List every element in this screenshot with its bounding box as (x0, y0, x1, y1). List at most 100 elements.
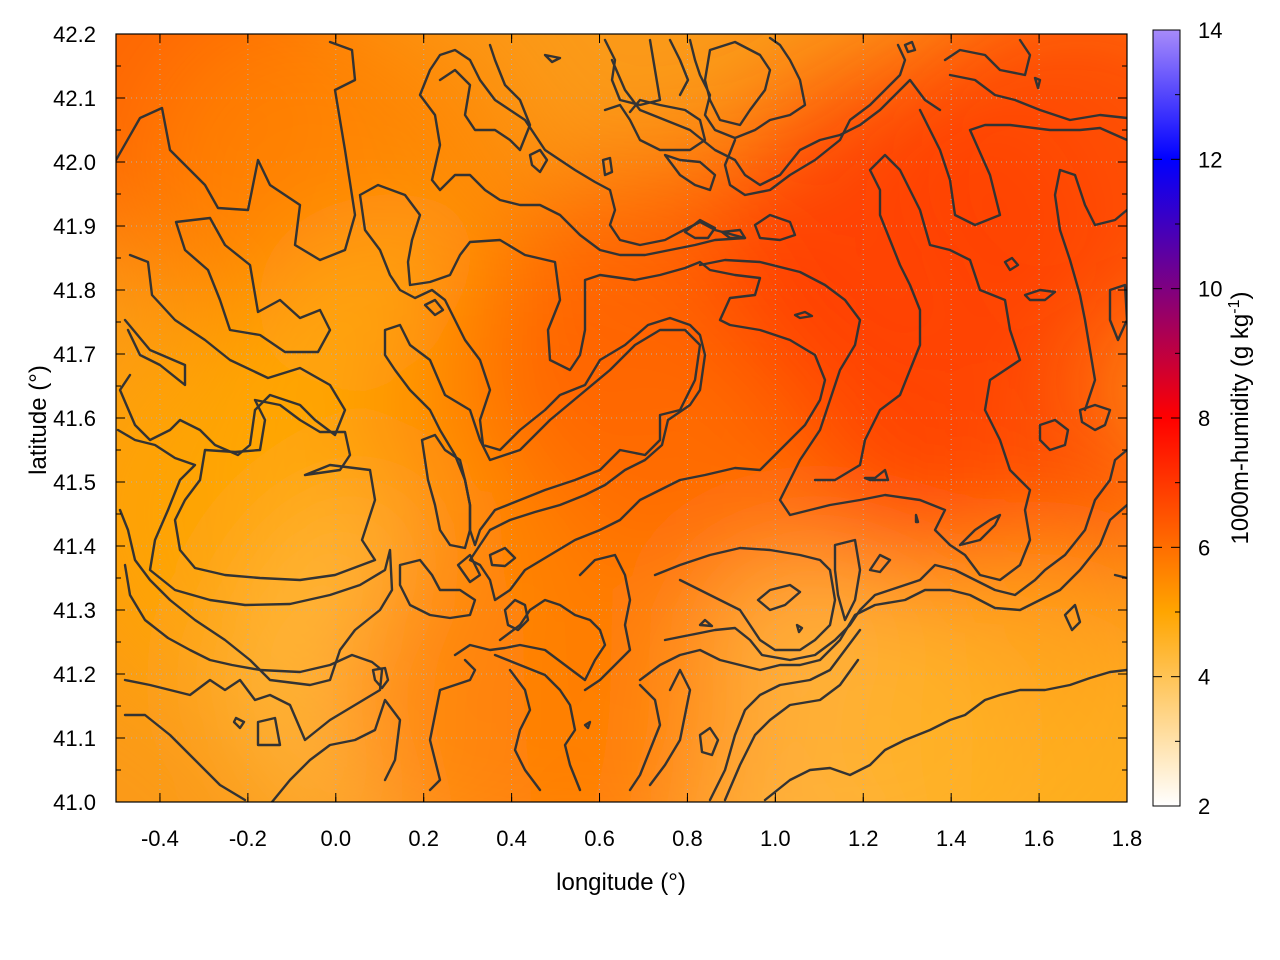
x-tick-label: -0.4 (141, 826, 179, 851)
contour-line (583, 720, 592, 730)
x-tick-label: 1.6 (1024, 826, 1055, 851)
contour-line (698, 726, 720, 757)
contour-line (720, 228, 747, 240)
contour-line (438, 43, 532, 152)
y-tick-label: 41.1 (53, 726, 96, 751)
x-axis: -0.4 -0.2 0.0 0.2 0.4 0.6 0.8 1.0 1.2 1.4 1.6 1.8 (141, 34, 1142, 851)
contour-line (943, 38, 1032, 77)
contour-line (603, 98, 707, 152)
contour-line (601, 156, 614, 177)
contour-line (683, 218, 717, 240)
contour-line (543, 53, 562, 64)
contour-line (116, 40, 357, 262)
x-tick-label: 0.4 (496, 826, 527, 851)
y-tick-label: 41.2 (53, 662, 96, 687)
contour-line (1063, 603, 1082, 632)
contour-line (493, 653, 582, 792)
contour-line (420, 433, 472, 550)
contour-line (1033, 76, 1042, 90)
contour-line (488, 546, 517, 568)
x-axis-title: longitude (°) (556, 869, 686, 896)
contour-line (628, 683, 662, 792)
x-tick-label: 0.0 (320, 826, 351, 851)
colorbar-title: 1000m-humidity (g kg-1) (1226, 292, 1254, 545)
contour-line (123, 563, 384, 742)
contour-line (833, 538, 862, 622)
y-tick-label: 42.1 (53, 86, 96, 111)
contour-line (756, 583, 802, 612)
contour-line (668, 38, 690, 97)
contour-line (918, 108, 1127, 227)
colorbar-tick-label: 10 (1198, 277, 1222, 302)
colorbar-tick-label: 4 (1198, 665, 1210, 690)
contour-line (663, 153, 717, 192)
contour-line (453, 598, 607, 682)
contour-line (116, 428, 394, 687)
contour-line (648, 668, 692, 787)
contour-line (398, 558, 477, 620)
contour-line (698, 153, 1032, 582)
contour-line (698, 618, 714, 628)
contour-line (173, 398, 377, 582)
contour-line (903, 40, 917, 54)
contour-line (371, 666, 390, 690)
y-tick-label: 41.5 (53, 470, 96, 495)
x-tick-label: 1.8 (1112, 826, 1143, 851)
y-tick-label: 41.4 (53, 534, 96, 559)
contour-line (123, 713, 247, 802)
contour-line (1003, 256, 1020, 272)
contour-line (174, 216, 332, 354)
contour-line (503, 598, 530, 632)
contour-lines (116, 36, 1127, 802)
contour-line (868, 553, 892, 574)
contour-line (708, 628, 862, 802)
y-tick-label: 42.2 (53, 22, 96, 47)
colorbar-tick-label: 12 (1198, 147, 1222, 172)
y-tick-label: 41.6 (53, 406, 96, 431)
contour-line (123, 318, 187, 387)
colorbar-title-main: 1000m-humidity (g kg (1227, 314, 1254, 545)
contour-line (793, 310, 814, 320)
contour-line (423, 298, 445, 317)
contour-line (456, 553, 482, 584)
contour-line (795, 623, 804, 634)
contour-line (256, 716, 282, 747)
contour-line (863, 468, 890, 482)
contour-line (763, 668, 1127, 802)
colorbar-tick-label: 2 (1198, 794, 1210, 819)
contour-line (914, 513, 920, 524)
contour-line (428, 658, 477, 792)
contour-line (358, 183, 827, 602)
colorbar-axis: 2 4 6 8 10 12 14 (1153, 18, 1222, 819)
contour-line (383, 323, 702, 547)
y-tick-label: 41.3 (53, 598, 96, 623)
contour-line (958, 513, 1002, 547)
contour-line (118, 253, 347, 457)
contour-line (578, 553, 632, 692)
contour-line (232, 716, 246, 730)
y-tick-label: 41.9 (53, 214, 96, 239)
y-axis: 41.0 41.1 41.2 41.3 41.4 41.5 41.6 41.7 41.8 41.9… (53, 22, 1127, 815)
contour-line (663, 448, 1127, 662)
contour-line (508, 668, 542, 792)
contour-line (638, 503, 1127, 682)
contour-line (753, 213, 797, 242)
x-tick-label: -0.2 (229, 826, 267, 851)
x-tick-label: 1.0 (760, 826, 791, 851)
y-tick-label: 41.0 (53, 790, 96, 815)
colorbar-tick-label: 8 (1198, 406, 1210, 431)
contour-line (1108, 283, 1127, 342)
colorbar-tick-label: 14 (1198, 18, 1222, 43)
x-tick-label: 0.8 (672, 826, 703, 851)
contour-line (723, 658, 860, 802)
colorbar-title-end: ) (1227, 292, 1254, 300)
contour-line (528, 148, 549, 174)
x-tick-label: 0.6 (584, 826, 615, 851)
contour-line (948, 73, 1127, 122)
y-axis-title: latitude (°) (25, 365, 52, 475)
colorbar-tick-label: 6 (1198, 535, 1210, 560)
y-tick-label: 41.8 (53, 278, 96, 303)
field-sample (893, 34, 1127, 352)
x-tick-label: 1.4 (936, 826, 967, 851)
